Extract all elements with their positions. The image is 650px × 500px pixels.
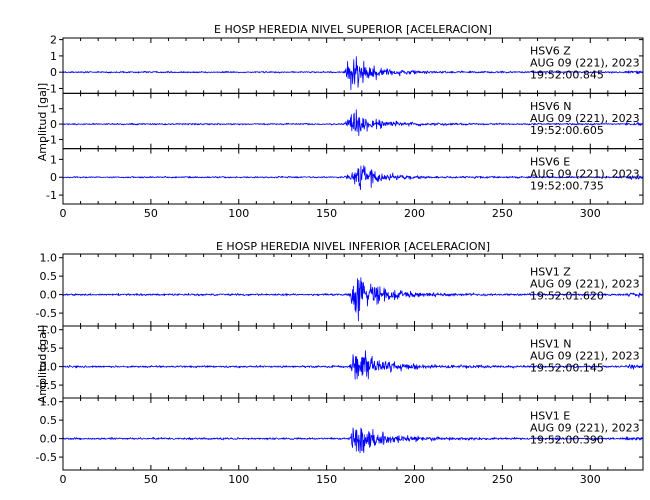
seismic-trace-HSV1-Z [63,277,644,322]
x-tick-label: 150 [316,207,337,220]
y-tick-label: 1 [50,153,57,166]
y-tick-label: -1 [46,189,57,202]
y-tick-label: 0.0 [40,289,58,302]
x-tick-label: 0 [60,473,67,486]
panel-group-2: E HOSP HEREDIA NIVEL INFERIOR [ACELERACI… [36,240,644,486]
seismic-trace-HSV6-E [62,165,644,191]
station-label: HSV1 N [530,338,572,351]
time-label: 19:52:00.845 [530,69,604,82]
time-label: 19:52:01.620 [530,290,604,303]
date-label: AUG 09 (221), 2023 [530,422,640,435]
y-tick-label: 0 [50,118,57,131]
chart-title: E HOSP HEREDIA NIVEL SUPERIOR [ACELERACI… [214,23,492,36]
y-tick-label: 0 [50,171,57,184]
station-label: HSV6 Z [530,45,571,58]
x-tick-label: 100 [228,473,249,486]
y-tick-label: 0.5 [40,342,58,355]
seismic-trace-HSV6-N [62,109,644,137]
x-tick-label: 300 [580,473,601,486]
time-label: 19:52:00.390 [530,434,604,447]
panel-group-1: E HOSP HEREDIA NIVEL SUPERIOR [ACELERACI… [36,23,644,220]
seismic-trace-HSV1-E [62,427,644,454]
y-tick-label: -1 [46,82,57,95]
y-tick-label: 0.0 [40,361,58,374]
station-label: HSV1 Z [530,266,571,279]
date-label: AUG 09 (221), 2023 [530,350,640,363]
y-tick-label: 1 [50,103,57,116]
y-tick-label: -0.5 [36,307,57,320]
date-label: AUG 09 (221), 2023 [530,112,640,125]
y-tick-label: -0.5 [36,451,57,464]
y-tick-label: 1.0 [40,396,58,409]
seismic-trace-HSV6-Z [62,56,644,90]
y-tick-label: -0.5 [36,379,57,392]
time-label: 19:52:00.145 [530,362,604,375]
station-label: HSV1 E [530,410,570,423]
x-tick-label: 200 [404,207,425,220]
chart-title: E HOSP HEREDIA NIVEL INFERIOR [ACELERACI… [216,240,490,253]
y-tick-label: 1.0 [40,252,58,265]
time-label: 19:52:00.735 [530,179,604,192]
y-tick-label: 0.5 [40,270,58,283]
date-label: AUG 09 (221), 2023 [530,57,640,70]
y-axis-label: Amplitud [gal] [36,83,49,161]
y-tick-label: 1.0 [40,324,58,337]
x-tick-label: 300 [580,207,601,220]
time-label: 19:52:00.605 [530,124,604,137]
y-tick-label: 0 [50,66,57,79]
date-label: AUG 09 (221), 2023 [530,167,640,180]
station-label: HSV6 E [530,155,570,168]
y-tick-label: 0.5 [40,414,58,427]
panel-frame [62,148,644,205]
date-label: AUG 09 (221), 2023 [530,278,640,291]
y-tick-label: 2 [50,34,57,47]
x-tick-label: 50 [144,473,158,486]
panel-frame [62,397,644,471]
x-tick-label: 250 [492,473,513,486]
x-tick-label: 200 [404,473,425,486]
y-tick-label: 0.0 [40,433,58,446]
x-tick-label: 50 [144,207,158,220]
y-tick-label: 1 [50,50,57,63]
seismic-trace-HSV1-N [62,350,644,380]
y-axis-label: Amplitud [gal] [36,325,49,403]
y-tick-label: -1 [46,133,57,146]
x-tick-label: 0 [60,207,67,220]
x-tick-label: 100 [228,207,249,220]
x-tick-label: 150 [316,473,337,486]
x-tick-label: 250 [492,207,513,220]
station-label: HSV6 N [530,100,572,113]
